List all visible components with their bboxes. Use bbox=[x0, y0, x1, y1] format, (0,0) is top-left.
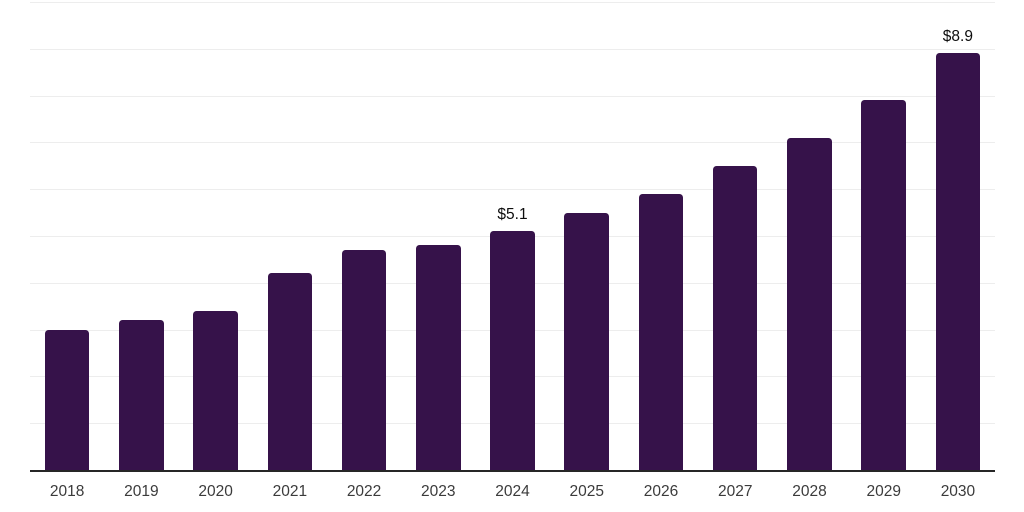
x-tick-label-2025: 2025 bbox=[569, 483, 604, 500]
bar-2026 bbox=[638, 193, 684, 470]
x-tick-label-2029: 2029 bbox=[866, 483, 901, 500]
gridline bbox=[30, 142, 995, 144]
bar-2029 bbox=[861, 100, 906, 470]
x-tick-label-2024: 2024 bbox=[495, 483, 530, 500]
bar-value-label-2024: $5.1 bbox=[497, 206, 528, 224]
x-tick-label-2018: 2018 bbox=[49, 483, 85, 500]
x-axis-labels: 2018 2019 2020 2021 2022 2023 2024 2025 2026 2027… bbox=[30, 480, 995, 504]
bar-2023 bbox=[416, 245, 461, 470]
x-tick-label-2030: 2030 bbox=[940, 483, 976, 500]
bar-2027 bbox=[712, 165, 758, 470]
x-tick-label-2028: 2028 bbox=[792, 483, 827, 500]
plot-area: $5.1 $8.9 bbox=[30, 2, 995, 472]
gridline bbox=[30, 2, 995, 3]
x-tick-label-2023: 2023 bbox=[421, 483, 456, 500]
x-tick-label-2027: 2027 bbox=[717, 483, 753, 500]
bar-value-label-2030: $8.9 bbox=[942, 28, 973, 46]
bar-2024 bbox=[490, 231, 535, 470]
x-tick-label-2020: 2020 bbox=[198, 483, 233, 500]
x-tick-label-2022: 2022 bbox=[346, 483, 382, 500]
x-tick-label-2019: 2019 bbox=[124, 483, 159, 500]
bar-2020 bbox=[193, 310, 238, 470]
bar-2025 bbox=[564, 212, 609, 470]
x-tick-label-2026: 2026 bbox=[643, 483, 679, 500]
x-tick-label-2021: 2021 bbox=[272, 483, 308, 500]
gridline bbox=[30, 189, 995, 191]
gridline bbox=[30, 48, 995, 50]
bar-2021 bbox=[267, 273, 313, 470]
bar-2022 bbox=[341, 250, 387, 470]
gridline bbox=[30, 95, 995, 97]
bar-2028 bbox=[787, 137, 832, 470]
bar-2019 bbox=[119, 320, 164, 470]
bar-2018 bbox=[44, 329, 90, 470]
x-axis-line bbox=[30, 469, 995, 472]
bar-2030 bbox=[935, 53, 981, 470]
